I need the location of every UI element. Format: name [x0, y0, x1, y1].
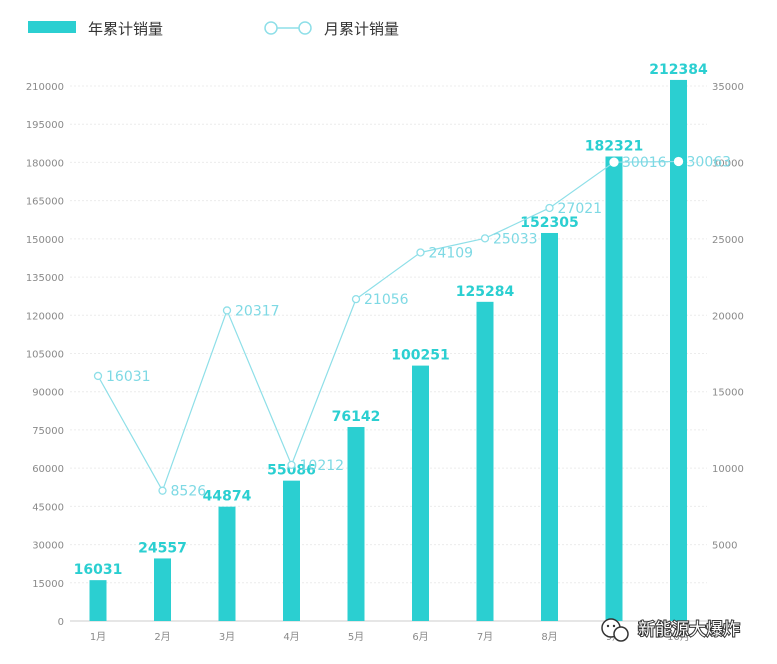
x-axis-tick: 6月: [412, 631, 428, 643]
watermark-text: 新能源大爆炸: [638, 620, 740, 640]
line-path: [97, 160, 679, 493]
line-point: [351, 294, 361, 304]
line-data-label: 30016: [622, 155, 667, 171]
grid: [70, 85, 707, 622]
right-axis-tick: 5000: [712, 541, 737, 552]
left-axis-tick: 60000: [32, 464, 64, 475]
wechat-icon: [601, 618, 629, 642]
x-axis-tick: 2月: [154, 631, 170, 643]
line-point: [609, 157, 619, 167]
left-axis-tick: 15000: [32, 579, 64, 590]
left-axis-tick: 165000: [26, 197, 64, 208]
bar-data-label: 212384: [649, 62, 708, 78]
legend-line-label: 月累计销量: [324, 20, 399, 38]
x-axis-tick: 1月: [90, 631, 106, 643]
x-axis: 1月 2月 3月 4月 5月 6月 7月 8月 9月 10月: [90, 631, 690, 643]
line-series: [93, 156, 684, 495]
bar-data-label: 76142: [332, 409, 381, 425]
right-axis-tick: 30000: [712, 158, 744, 169]
line-data-label: 16031: [106, 369, 151, 385]
bars: [89, 79, 687, 622]
line-point: [222, 306, 232, 315]
x-axis-tick: 7月: [477, 631, 493, 643]
bar-data-label: 16031: [74, 562, 123, 578]
line-data-label: 21056: [364, 292, 409, 308]
left-axis: 0 15000 30000 45000 60000 75000 90000 105000 120…: [26, 82, 64, 628]
bar: [605, 156, 623, 621]
left-axis-tick: 45000: [32, 502, 64, 513]
bar: [412, 365, 429, 621]
right-axis-tick: 15000: [712, 388, 744, 399]
x-axis-tick: 4月: [283, 631, 299, 643]
bar: [89, 580, 107, 621]
bar: [476, 301, 494, 621]
right-axis: 5000 10000 15000 20000 25000 30000 35000: [712, 82, 744, 552]
x-axis-tick: 3月: [219, 631, 235, 643]
line-data-label: 30063: [687, 154, 732, 170]
line-point: [416, 248, 425, 257]
line-data-label: 20317: [235, 303, 280, 319]
x-axis-tick: 8月: [541, 631, 557, 643]
left-axis-tick: 135000: [26, 273, 64, 284]
line-data-label: 27021: [558, 201, 603, 217]
bar: [670, 79, 687, 622]
line-data-label: 10212: [300, 458, 345, 474]
line-point: [287, 460, 296, 470]
right-axis-tick: 25000: [712, 235, 744, 246]
bar-data-label: 24557: [138, 540, 187, 556]
line-data-label: 25033: [493, 231, 538, 247]
bar-data-label: 100251: [391, 348, 449, 364]
bar: [218, 506, 236, 621]
bar-data-label: 55086: [267, 463, 316, 479]
line-labels: 16031 8526 20317 10212 21056 24109 25033 27021 3…: [106, 154, 731, 499]
bar-data-label: 182321: [585, 139, 643, 155]
line-point: [158, 486, 167, 495]
bar-data-label: 152305: [520, 215, 578, 231]
bar: [541, 232, 558, 622]
line-data-label: 24109: [429, 245, 474, 261]
left-axis-tick: 90000: [32, 388, 64, 399]
right-axis-tick: 35000: [712, 82, 744, 93]
left-axis-tick: 0: [58, 617, 64, 628]
line-point: [673, 156, 684, 167]
legend-bar-label: 年累计销量: [88, 20, 163, 38]
legend-bar-swatch: [28, 21, 76, 33]
right-axis-tick: 10000: [712, 464, 744, 475]
bar: [283, 480, 300, 621]
bar-data-label: 44874: [203, 489, 252, 505]
right-axis-tick: 20000: [712, 311, 744, 322]
bar-data-label: 125284: [456, 284, 515, 300]
left-axis-tick: 210000: [26, 82, 64, 93]
line-point: [545, 203, 554, 213]
left-axis-tick: 195000: [26, 120, 64, 131]
x-axis-tick: 5月: [348, 631, 364, 643]
line-point: [93, 371, 103, 381]
legend: 年累计销量 月累计销量: [28, 20, 399, 38]
bar-labels: 16031 24557 44874 55086 76142 100251 125284 152…: [74, 62, 708, 578]
left-axis-tick: 75000: [32, 426, 64, 437]
left-axis-tick: 105000: [26, 350, 64, 361]
watermark: 新能源大爆炸: [601, 618, 741, 642]
left-axis-tick: 150000: [26, 235, 64, 246]
left-axis-tick: 120000: [26, 311, 64, 322]
left-axis-tick: 180000: [26, 158, 64, 169]
left-axis-tick: 30000: [32, 541, 64, 552]
line-point: [480, 234, 490, 243]
bar: [347, 427, 365, 621]
bar: [154, 558, 171, 621]
legend-line-swatch: [264, 21, 312, 35]
line-data-label: 8526: [171, 484, 207, 500]
x-axis-tick: 10月: [667, 631, 690, 643]
